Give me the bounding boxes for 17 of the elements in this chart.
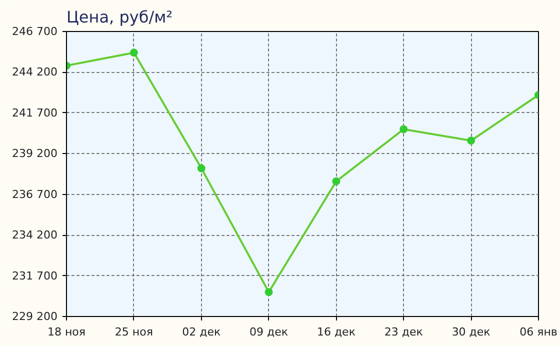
y-tick-label: 239 200	[12, 147, 58, 160]
y-tick-label: 229 200	[12, 310, 58, 323]
y-tick-label: 241 700	[12, 106, 58, 120]
y-tick-label: 244 200	[12, 66, 58, 79]
x-tick-label: 06 янв	[520, 326, 558, 338]
x-tick-label: 16 дек	[316, 326, 356, 338]
x-tick-label: 23 дек	[384, 326, 424, 338]
x-tick-label: 25 ноя	[114, 326, 153, 338]
x-tick-label: 09 дек	[250, 326, 288, 338]
x-tick-label: 02 дек	[182, 326, 221, 338]
y-tick-label: 236 700	[12, 188, 58, 201]
y-tick-label: 246 700	[12, 25, 58, 38]
x-tick-label: 18 ноя	[47, 326, 86, 338]
y-tick-label: 234 200	[12, 228, 58, 242]
y-tick-label: 231 700	[12, 269, 58, 282]
chart-title: Цена, руб/м²	[66, 8, 173, 26]
x-tick-label: 30 дек	[452, 326, 491, 338]
